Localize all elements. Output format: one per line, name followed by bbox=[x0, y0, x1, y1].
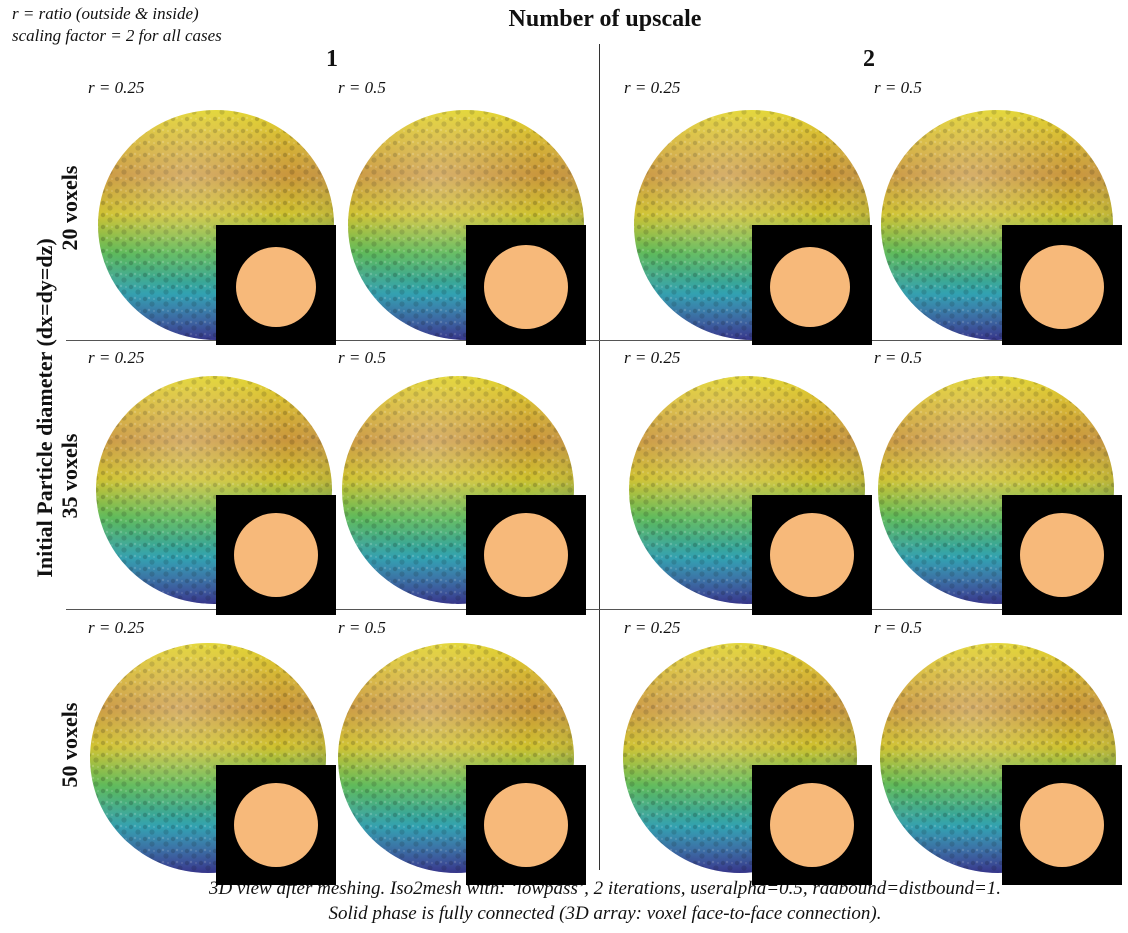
row-label-50-voxels: 50 voxels bbox=[57, 702, 82, 788]
panel-35-voxels-upscale-2-r05: r = 0.5 bbox=[872, 348, 1122, 615]
ratio-label: r = 0.25 bbox=[624, 618, 681, 637]
panel-35-voxels-upscale-2-r025: r = 0.25 bbox=[622, 348, 872, 615]
figure-title: Number of upscale bbox=[508, 6, 702, 32]
panel-50-voxels-upscale-2-r025: r = 0.25 bbox=[622, 618, 872, 885]
y-axis-label: Initial Particle diameter (dx=dy=dz) bbox=[32, 238, 57, 578]
panel-50-voxels-upscale-2-r05: r = 0.5 bbox=[872, 618, 1122, 885]
cross-section-inset bbox=[1002, 225, 1122, 345]
row-divider-1 bbox=[66, 340, 1116, 341]
cross-section-inset bbox=[752, 225, 872, 345]
ratio-label: r = 0.25 bbox=[88, 78, 145, 97]
row-label-35-voxels: 35 voxels bbox=[57, 433, 82, 519]
row-label-20-voxels: 20 voxels bbox=[57, 165, 82, 251]
cross-section-inset bbox=[216, 495, 336, 615]
cross-section-inset bbox=[466, 495, 586, 615]
row-divider-2 bbox=[66, 609, 1116, 610]
ratio-label: r = 0.5 bbox=[874, 348, 922, 367]
cross-section-inset bbox=[1002, 495, 1122, 615]
cross-section-inset bbox=[466, 765, 586, 885]
panel-50-voxels-upscale-1-r025: r = 0.25 bbox=[86, 618, 336, 885]
scaling-note: scaling factor = 2 for all cases bbox=[12, 26, 222, 45]
ratio-label: r = 0.5 bbox=[874, 618, 922, 637]
panel-50-voxels-upscale-1-r05: r = 0.5 bbox=[336, 618, 586, 885]
ratio-label: r = 0.25 bbox=[88, 618, 145, 637]
column-header-1: 1 bbox=[326, 46, 338, 72]
ratio-label: r = 0.25 bbox=[88, 348, 145, 367]
panel-20-voxels-upscale-2-r025: r = 0.25 bbox=[622, 78, 872, 345]
panel-35-voxels-upscale-1-r025: r = 0.25 bbox=[86, 348, 336, 615]
cross-section-inset bbox=[1002, 765, 1122, 885]
panel-35-voxels-upscale-1-r05: r = 0.5 bbox=[336, 348, 586, 615]
ratio-label: r = 0.5 bbox=[338, 618, 386, 637]
panel-20-voxels-upscale-2-r05: r = 0.5 bbox=[872, 78, 1122, 345]
column-header-2: 2 bbox=[863, 46, 875, 72]
ratio-label: r = 0.5 bbox=[338, 78, 386, 97]
ratio-label: r = 0.25 bbox=[624, 78, 681, 97]
ratio-label: r = 0.25 bbox=[624, 348, 681, 367]
ratio-label: r = 0.5 bbox=[338, 348, 386, 367]
panel-20-voxels-upscale-1-r025: r = 0.25 bbox=[86, 78, 336, 345]
panel-20-voxels-upscale-1-r05: r = 0.5 bbox=[336, 78, 586, 345]
cross-section-inset bbox=[752, 495, 872, 615]
ratio-note: r = ratio (outside & inside) bbox=[12, 4, 199, 23]
cross-section-inset bbox=[216, 765, 336, 885]
cross-section-inset bbox=[216, 225, 336, 345]
cross-section-inset bbox=[466, 225, 586, 345]
cross-section-inset bbox=[752, 765, 872, 885]
ratio-label: r = 0.5 bbox=[874, 78, 922, 97]
column-divider bbox=[599, 44, 600, 870]
meshed-sphere-image bbox=[342, 376, 574, 604]
caption-line-2: Solid phase is fully connected (3D array… bbox=[328, 903, 882, 924]
